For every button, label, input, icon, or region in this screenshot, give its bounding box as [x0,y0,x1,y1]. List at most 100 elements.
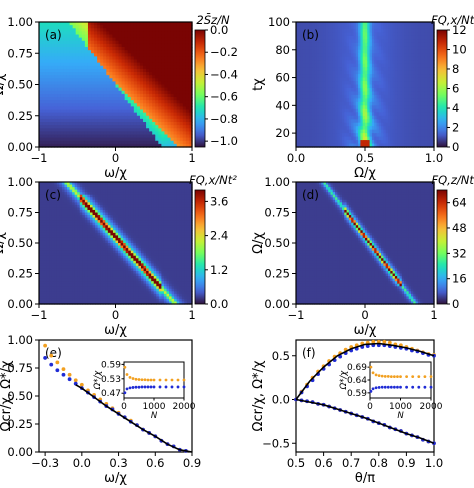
heatmap-cell [316,49,320,54]
heatmap-cell [143,90,147,95]
heatmap-cell [404,112,407,117]
heatmap-cell [342,46,345,51]
heatmap-cell [415,126,419,131]
heatmap-cell [115,115,120,120]
heatmap-cell [305,70,309,75]
heatmap-cell [325,112,329,117]
heatmap-cell [164,47,169,51]
heatmap-cell [54,112,58,117]
heatmap-cell [346,42,350,47]
heatmap-cell [84,109,89,114]
heatmap-cell [54,125,58,129]
heatmap-cell [39,40,43,45]
heatmap-cell [337,81,341,86]
heatmap-cell [330,63,334,68]
heatmap-cell [121,131,126,136]
heatmap-cell [139,93,144,98]
heatmap-cell [179,25,184,29]
heatmap-cell [78,59,83,64]
heatmap-cell [121,93,126,98]
heatmap-cell [60,84,65,89]
heatmap-cell [173,43,178,48]
heatmap-cell [413,133,417,138]
heatmap-cell [319,98,322,103]
heatmap-cell [314,67,318,72]
heatmap-cell [339,115,343,120]
heatmap-cell [60,68,65,73]
heatmap-cell [66,134,71,139]
heatmap-cell [124,25,129,29]
heatmap-cell [97,84,101,89]
heatmap-cell [328,98,332,103]
heatmap-cell [367,91,371,96]
heatmap-cell [139,87,144,92]
heatmap-cell [42,22,46,26]
heatmap-cell [54,143,58,148]
heatmap-cell [51,53,55,57]
heatmap-cell [54,72,58,76]
heatmap-cell [360,108,364,113]
heatmap-cell [115,65,120,70]
heatmap-cell [296,108,299,113]
heatmap-cell [344,60,348,65]
heatmap-cell [72,59,77,64]
heatmap-cell [335,60,338,65]
heatmap-cell [360,115,364,120]
heatmap-cell [365,56,368,61]
heatmap-cell [355,91,359,96]
heatmap-cell [170,84,175,89]
heatmap-cell [115,53,120,57]
heatmap-cell [69,50,74,54]
heatmap-cell [54,100,58,104]
heatmap-cell [155,75,159,79]
heatmap-cell [394,112,398,117]
heatmap-cell [383,77,387,82]
heatmap-cell [358,84,361,89]
heatmap-cell [404,129,407,134]
heatmap-cell [106,22,110,26]
heatmap-cell [164,68,169,73]
y-tick-label: 100 [268,15,290,29]
heatmap-cell [367,77,371,82]
heatmap-cell [94,131,98,136]
heatmap-cell [182,53,187,57]
heatmap-cell [385,129,389,134]
heatmap-cell [321,42,325,47]
heatmap-cell [404,42,407,47]
heatmap-cell [133,106,138,111]
heatmap-cell [60,37,65,42]
heatmap-cell [54,115,58,120]
heatmap-cell [342,81,345,86]
heatmap-cell [155,109,159,114]
heatmap-cell [401,91,405,96]
heatmap-cell [103,112,107,117]
heatmap-cell [307,60,311,65]
heatmap-cell [133,37,138,42]
heatmap-cell [121,25,126,29]
heatmap-cell [408,63,412,68]
heatmap-cell [367,126,371,131]
heatmap-cell [97,87,101,92]
heatmap-cell [164,53,169,57]
heatmap-cell [167,81,172,86]
heatmap-cell [348,108,352,113]
heatmap-cell [319,53,322,58]
heatmap-cell [348,87,352,93]
heatmap-cell [94,137,98,142]
heatmap-cell [45,28,49,32]
heatmap-cell [296,87,299,93]
heatmap-cell [167,134,172,139]
heatmap-cell [75,25,80,29]
heatmap-cell [60,28,65,32]
heatmap-cell [406,63,410,68]
heatmap-cell [97,22,101,26]
heatmap-cell [130,43,135,48]
heatmap-cell [339,39,343,44]
heatmap-cell [371,67,375,72]
heatmap-cell [130,65,135,70]
heatmap-cell [300,46,304,51]
heatmap-cell [298,105,302,110]
heatmap-cell [342,25,345,30]
heatmap-cell [365,119,368,124]
heatmap-cell [121,22,126,26]
